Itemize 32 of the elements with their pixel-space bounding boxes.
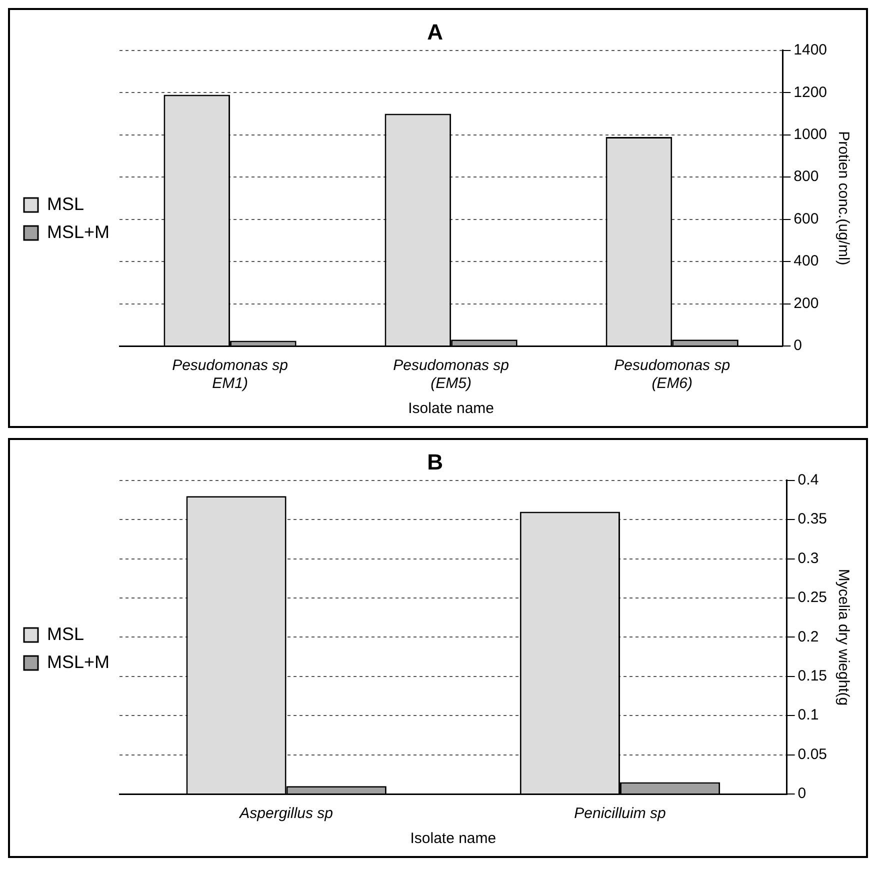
y-tick-label: 800 — [794, 168, 819, 186]
y-tick-label: 1400 — [794, 42, 828, 59]
y-tick-label: 0.4 — [798, 472, 819, 489]
x-tick-label: Aspergillus sp — [238, 805, 334, 822]
y-axis-title: Mycelia dry wieght(g — [834, 568, 852, 706]
x-tick-label: Penicilluim sp — [574, 805, 666, 822]
y-tick-label: 0 — [798, 785, 806, 802]
legend-label: MSL+M — [47, 222, 110, 242]
x-axis-title: Isolate name — [408, 400, 494, 418]
x-tick-label: Pesudomonas sp (EM5) — [393, 357, 510, 392]
x-tick-label: Pesudomonas sp (EM6) — [614, 357, 730, 392]
y-tick-label: 200 — [794, 294, 819, 312]
y-tick-label: 0.3 — [798, 550, 819, 567]
legend-label: MSL — [47, 194, 84, 214]
y-tick-label: 1000 — [794, 126, 828, 143]
y-tick-label: 0.2 — [798, 628, 819, 646]
y-axis-title: Protien conc.(ug/ml) — [834, 131, 852, 266]
y-tick-label: 0.1 — [798, 706, 819, 724]
y-tick-label: 0.25 — [798, 589, 828, 606]
y-tick-label: 0.35 — [798, 510, 828, 528]
chart-title: A — [427, 19, 444, 44]
y-tick-label: 0 — [794, 337, 802, 354]
y-tick-label: 0.15 — [798, 668, 828, 685]
y-tick-label: 1200 — [794, 84, 828, 101]
legend-label: MSL+M — [47, 652, 110, 672]
y-tick-label: 0.05 — [798, 746, 828, 763]
y-tick-label: 600 — [794, 210, 819, 228]
y-tick-label: 400 — [794, 252, 819, 270]
chart-title: B — [427, 449, 443, 474]
legend-label: MSL — [47, 624, 84, 644]
x-axis-title: Isolate name — [410, 830, 496, 848]
x-tick-label: Pesudomonas sp EM1) — [172, 357, 288, 392]
